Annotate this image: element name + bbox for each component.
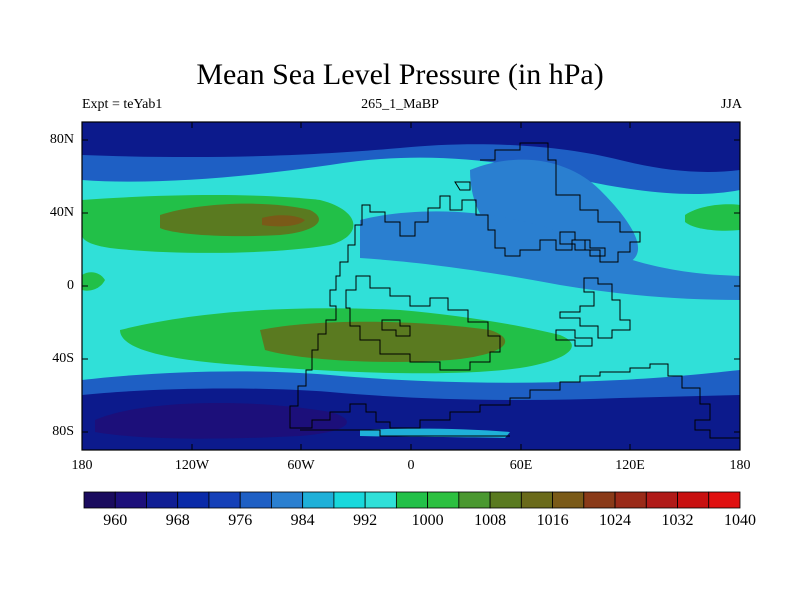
colorbar-swatch xyxy=(177,491,210,509)
colorbar-swatch xyxy=(146,491,179,509)
colorbar-label: 1024 xyxy=(599,512,632,529)
lon-tick-label: 180 xyxy=(71,458,93,473)
nh-mid-band xyxy=(360,211,740,300)
north-high-center xyxy=(262,215,305,227)
colorbar-swatch xyxy=(489,491,522,509)
colorbar-swatch xyxy=(83,491,116,509)
axis-ticks xyxy=(81,122,741,450)
north-deep-low xyxy=(82,122,740,172)
lat-tick-label: 40S xyxy=(52,351,74,366)
colorbar-swatch xyxy=(427,491,460,509)
colorbar-label: 984 xyxy=(290,512,315,529)
colorbar-label: 960 xyxy=(103,512,128,529)
lon-tick-label: 60E xyxy=(509,458,533,473)
plot-title: Mean Sea Level Pressure (in hPa) xyxy=(196,58,604,91)
colorbar-swatch xyxy=(520,491,553,509)
lon-tick-label: 120E xyxy=(615,458,645,473)
colorbar-label: 1016 xyxy=(536,512,569,529)
colorbar-swatch xyxy=(458,491,491,509)
east-coast xyxy=(559,277,631,339)
colorbar-swatch xyxy=(208,491,241,509)
southern-coast xyxy=(300,429,510,437)
north-east-high xyxy=(685,204,740,231)
time-label: 265_1_MaBP xyxy=(361,97,439,112)
lon-tick-label: 0 xyxy=(407,458,415,473)
peninsula xyxy=(555,329,593,347)
south-deepest-low xyxy=(95,402,347,439)
continent-outlines xyxy=(289,142,740,439)
pangaea-outline xyxy=(289,142,740,439)
colorbar-label: 992 xyxy=(353,512,378,529)
colorbar-swatch xyxy=(364,491,397,509)
south-high-core xyxy=(260,321,506,362)
lon-tick-label: 60W xyxy=(287,458,315,473)
contour-field xyxy=(82,122,740,450)
north-high-core xyxy=(160,203,319,237)
colorbar-swatch xyxy=(333,491,366,509)
colorbar-swatch xyxy=(552,491,585,509)
colorbar-label: 1032 xyxy=(661,512,694,529)
colorbar-label: 1008 xyxy=(474,512,507,529)
colorbar-swatch xyxy=(708,491,741,509)
colorbar-swatch xyxy=(583,491,616,509)
lat-tick-label: 80S xyxy=(52,424,74,439)
lon-tick-label: 180 xyxy=(729,458,751,473)
colorbar-swatch xyxy=(239,491,272,509)
lat-tick-label: 0 xyxy=(67,278,74,293)
colorbar xyxy=(83,491,741,509)
colorbar-swatch xyxy=(395,491,429,509)
colorbar-swatch xyxy=(677,491,710,509)
colorbar-label: 968 xyxy=(165,512,190,529)
central-coast xyxy=(345,275,501,371)
lat-tick-label: 80N xyxy=(49,132,74,147)
colorbar-swatch xyxy=(271,491,304,509)
inner-sea xyxy=(559,231,606,257)
colorbar-label: 976 xyxy=(228,512,253,529)
small-island xyxy=(381,319,411,337)
season-label: JJA xyxy=(720,97,742,112)
colorbar-swatch xyxy=(614,491,647,509)
lat-tick-label: 40N xyxy=(49,205,74,220)
colorbar-swatch xyxy=(645,491,678,509)
colorbar-swatch xyxy=(114,491,147,509)
experiment-label: Expt = teYab1 xyxy=(82,97,163,112)
northern-island xyxy=(454,181,471,191)
colorbar-label: 1040 xyxy=(724,512,756,529)
lon-tick-label: 120W xyxy=(174,458,210,473)
colorbar-label: 1000 xyxy=(411,512,444,529)
colorbar-swatch xyxy=(302,491,335,509)
